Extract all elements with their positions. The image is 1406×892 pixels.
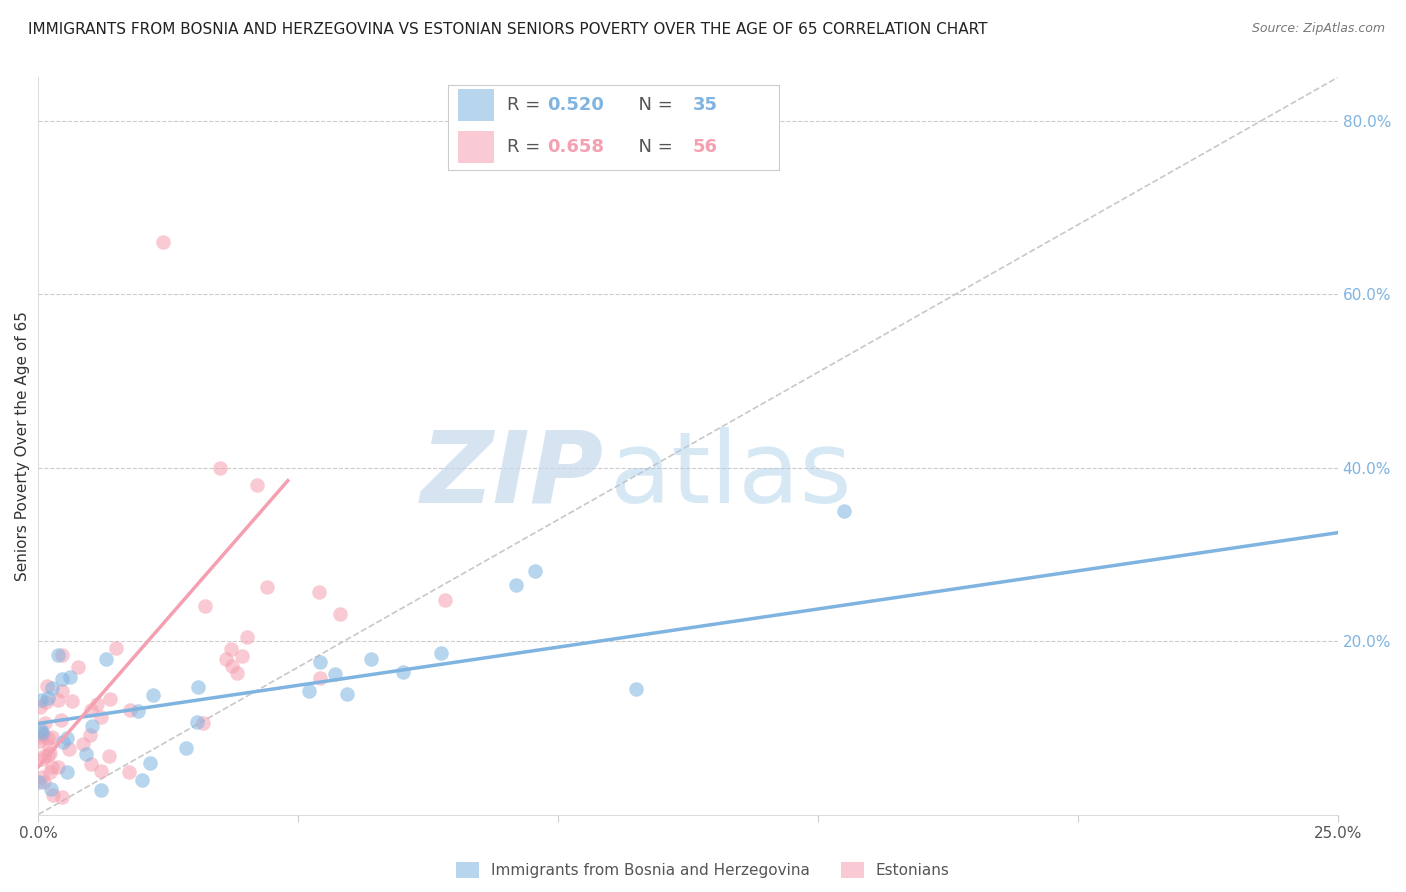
Point (308, 585, 330, 599)
Y-axis label: Seniors Poverty Over the Age of 65: Seniors Poverty Over the Age of 65 (15, 311, 30, 581)
Point (51, 683, 73, 698)
Point (79, 728, 101, 742)
Point (51, 673, 73, 687)
Point (193, 715, 215, 730)
Point (98, 691, 121, 706)
Point (80, 756, 103, 771)
Point (51, 648, 73, 662)
Point (86, 697, 108, 711)
Point (34, 774, 56, 789)
Point (80, 719, 103, 733)
Point (246, 478, 269, 492)
Point (28, 734, 51, 748)
Point (49, 713, 72, 727)
Point (51, 790, 73, 805)
Point (832, 504, 855, 518)
Point (505, 578, 527, 592)
Point (42, 788, 65, 802)
Point (209, 460, 232, 475)
Point (46, 648, 69, 662)
Point (37, 679, 59, 693)
Point (298, 684, 321, 698)
Point (34, 715, 56, 730)
Point (31, 770, 53, 784)
Point (256, 580, 278, 594)
Point (236, 630, 259, 644)
Point (75, 747, 97, 762)
Point (118, 764, 141, 779)
Point (174, 740, 197, 755)
Point (38, 739, 60, 753)
Point (624, 681, 647, 696)
Point (46, 759, 69, 773)
Point (41, 760, 63, 774)
Point (360, 651, 382, 665)
Point (32, 728, 55, 742)
Point (30, 723, 52, 738)
Point (35, 695, 58, 709)
Point (28, 774, 51, 789)
Point (90, 782, 112, 797)
Point (46, 693, 69, 707)
Point (41, 730, 63, 744)
Point (131, 772, 153, 787)
Point (219, 641, 242, 656)
Point (37, 691, 59, 706)
Point (226, 666, 249, 681)
Point (37, 747, 59, 762)
Text: IMMIGRANTS FROM BOSNIA AND HERZEGOVINA VS ESTONIAN SENIORS POVERTY OVER THE AGE : IMMIGRANTS FROM BOSNIA AND HERZEGOVINA V… (28, 22, 987, 37)
Point (215, 652, 238, 666)
Point (56, 765, 79, 780)
Point (37, 731, 59, 745)
Point (231, 648, 253, 663)
Point (38, 747, 60, 761)
Legend: Immigrants from Bosnia and Herzegovina, Estonians: Immigrants from Bosnia and Herzegovina, … (450, 856, 956, 884)
Point (72, 737, 94, 751)
Point (32, 748, 55, 763)
Point (523, 564, 546, 578)
Point (38, 764, 60, 779)
Point (430, 646, 453, 660)
Point (31, 751, 53, 765)
Point (142, 688, 165, 702)
Point (323, 666, 346, 681)
Point (186, 715, 208, 730)
Text: atlas: atlas (610, 427, 852, 524)
Point (329, 607, 352, 621)
Point (31, 725, 53, 739)
Point (62, 694, 84, 708)
Point (127, 704, 149, 718)
Point (28, 730, 51, 744)
Point (59, 670, 82, 684)
Point (187, 680, 209, 694)
Point (392, 665, 415, 679)
Point (118, 703, 141, 717)
Point (433, 592, 456, 607)
Point (309, 671, 332, 685)
Point (194, 599, 217, 614)
Point (41, 781, 63, 796)
Text: Source: ZipAtlas.com: Source: ZipAtlas.com (1251, 22, 1385, 36)
Point (30, 693, 52, 707)
Point (152, 235, 174, 250)
Point (98, 748, 121, 763)
Point (52, 734, 75, 748)
Point (66, 660, 89, 674)
Point (41, 681, 63, 695)
Point (94, 652, 117, 666)
Point (308, 655, 330, 669)
Point (90, 764, 112, 778)
Point (30, 699, 52, 714)
Point (56, 731, 79, 745)
Point (58, 742, 80, 756)
Point (336, 687, 359, 701)
Text: ZIP: ZIP (420, 427, 603, 524)
Point (221, 658, 243, 673)
Point (105, 641, 128, 656)
Point (138, 756, 160, 770)
Point (80, 703, 103, 717)
Point (90, 710, 112, 724)
